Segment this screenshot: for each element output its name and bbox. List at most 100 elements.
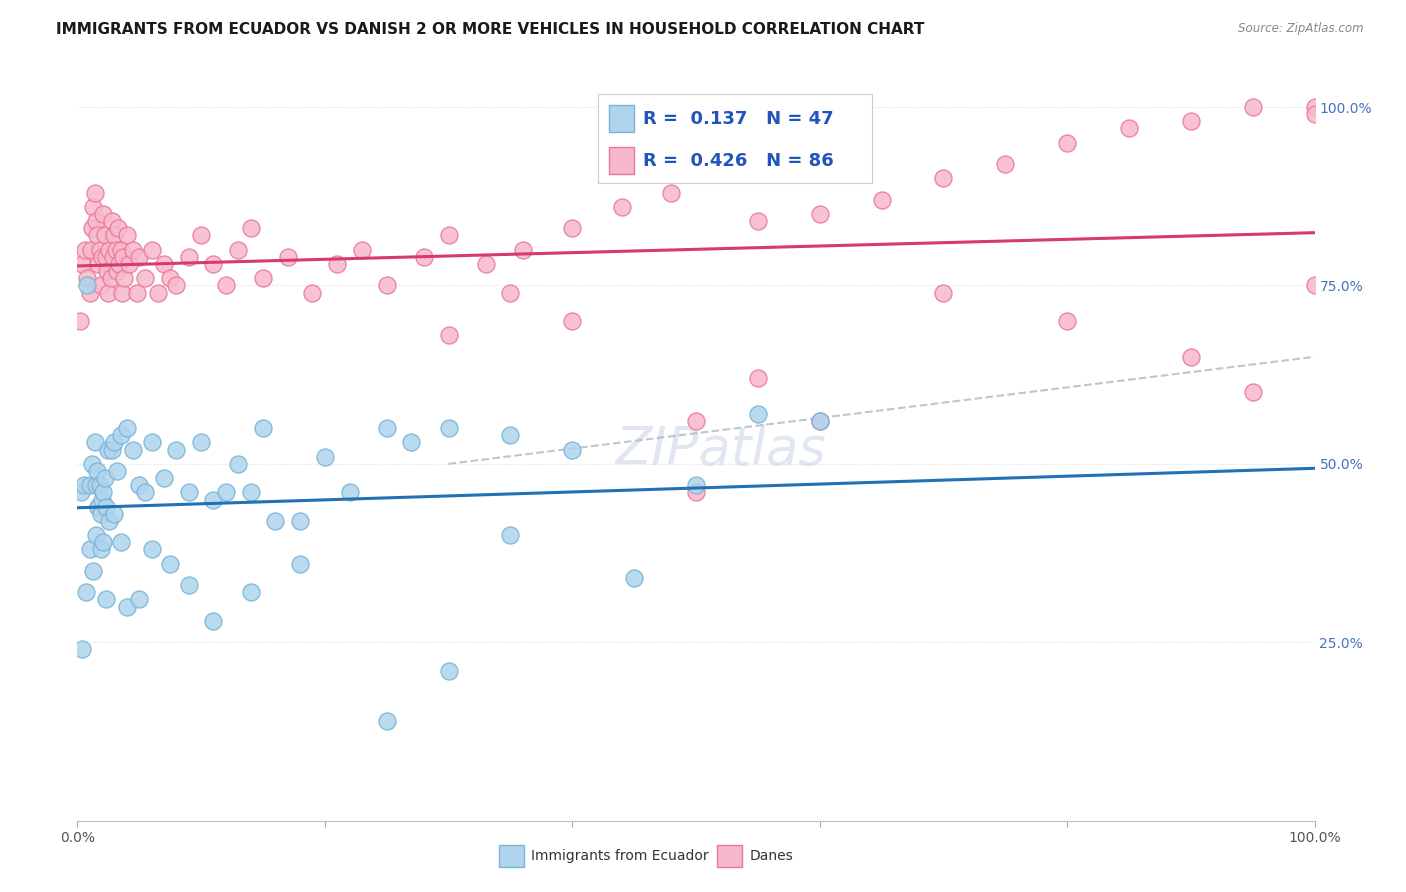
- Point: [141, 542, 163, 557]
- Point: [110, 243, 132, 257]
- Point: [190, 435, 212, 450]
- Point: [808, 207, 831, 221]
- Point: [177, 485, 200, 500]
- Point: [89, 478, 111, 492]
- Text: ZIPatlas: ZIPatlas: [616, 424, 827, 475]
- Point: [79, 285, 101, 300]
- Point: [72, 642, 94, 657]
- Point: [115, 599, 138, 614]
- Point: [111, 285, 134, 300]
- Point: [97, 285, 120, 300]
- Point: [93, 471, 115, 485]
- Point: [375, 278, 398, 293]
- Point: [215, 485, 238, 500]
- Point: [93, 228, 115, 243]
- Point: [101, 442, 124, 457]
- Point: [90, 507, 112, 521]
- Point: [808, 414, 831, 428]
- Point: [215, 278, 238, 293]
- Point: [134, 271, 156, 285]
- Point: [685, 485, 707, 500]
- Point: [82, 200, 104, 214]
- Point: [1180, 350, 1202, 364]
- Point: [105, 264, 128, 278]
- Point: [375, 714, 398, 728]
- Point: [134, 485, 156, 500]
- Point: [437, 328, 460, 343]
- Point: [90, 278, 112, 293]
- Point: [747, 214, 769, 228]
- Point: [90, 542, 112, 557]
- Point: [437, 664, 460, 678]
- Point: [87, 257, 110, 271]
- Point: [69, 314, 91, 328]
- Point: [72, 257, 94, 271]
- Point: [86, 228, 108, 243]
- Point: [226, 243, 249, 257]
- Point: [96, 264, 118, 278]
- Point: [375, 421, 398, 435]
- Point: [226, 457, 249, 471]
- Point: [110, 535, 132, 549]
- Point: [83, 435, 105, 450]
- Point: [101, 214, 124, 228]
- Point: [288, 557, 311, 571]
- Point: [239, 485, 262, 500]
- Point: [239, 221, 262, 235]
- Point: [401, 435, 423, 450]
- Point: [82, 564, 104, 578]
- Point: [623, 571, 645, 585]
- Point: [76, 271, 98, 285]
- Point: [87, 500, 110, 514]
- Point: [98, 243, 121, 257]
- Point: [112, 250, 135, 264]
- Point: [314, 450, 336, 464]
- Point: [94, 250, 117, 264]
- Point: [75, 585, 97, 599]
- Point: [1303, 100, 1326, 114]
- Point: [94, 592, 117, 607]
- Point: [97, 442, 120, 457]
- Point: [104, 243, 127, 257]
- Point: [100, 271, 122, 285]
- Point: [499, 428, 522, 442]
- Point: [685, 478, 707, 492]
- Point: [79, 478, 101, 492]
- Point: [177, 250, 200, 264]
- Point: [83, 186, 105, 200]
- Point: [87, 500, 110, 514]
- Point: [610, 200, 633, 214]
- Point: [277, 250, 299, 264]
- Point: [128, 478, 150, 492]
- Point: [339, 485, 361, 500]
- Point: [105, 464, 128, 478]
- Point: [91, 250, 114, 264]
- Point: [350, 243, 373, 257]
- Point: [91, 492, 114, 507]
- Point: [146, 285, 169, 300]
- Point: [561, 314, 583, 328]
- Point: [82, 457, 104, 471]
- Point: [165, 442, 187, 457]
- Point: [499, 528, 522, 542]
- Point: [1303, 107, 1326, 121]
- Point: [103, 435, 125, 450]
- Text: Source: ZipAtlas.com: Source: ZipAtlas.com: [1239, 22, 1364, 36]
- Point: [141, 243, 163, 257]
- Point: [110, 428, 132, 442]
- Point: [264, 514, 287, 528]
- Point: [252, 421, 274, 435]
- Point: [118, 257, 141, 271]
- Point: [84, 478, 107, 492]
- Point: [301, 285, 323, 300]
- Point: [1241, 385, 1264, 400]
- Point: [112, 271, 135, 285]
- Point: [932, 171, 955, 186]
- Point: [82, 221, 104, 235]
- Point: [437, 421, 460, 435]
- Point: [202, 492, 225, 507]
- Point: [561, 442, 583, 457]
- Point: [91, 535, 114, 549]
- Point: [252, 271, 274, 285]
- Point: [94, 500, 117, 514]
